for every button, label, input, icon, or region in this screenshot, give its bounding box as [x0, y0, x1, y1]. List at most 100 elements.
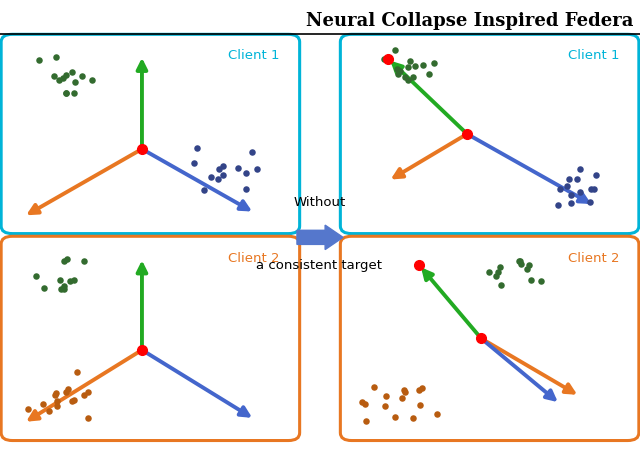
Point: [393, 70, 403, 78]
Point: [400, 388, 410, 396]
Point: [417, 384, 427, 392]
Point: [584, 199, 595, 206]
Point: [83, 388, 93, 395]
Point: [65, 277, 75, 284]
Point: [70, 78, 81, 86]
Point: [189, 159, 199, 167]
Text: Without: Without: [293, 196, 346, 209]
Point: [54, 76, 64, 84]
Point: [214, 165, 224, 172]
Point: [381, 392, 391, 400]
Point: [424, 70, 435, 78]
Point: [61, 71, 71, 78]
Point: [79, 392, 89, 399]
Point: [31, 272, 42, 279]
Point: [524, 261, 534, 269]
Point: [241, 170, 251, 177]
Point: [232, 164, 243, 172]
Point: [418, 61, 428, 68]
Text: Client 2: Client 2: [228, 252, 280, 265]
Point: [67, 68, 77, 76]
Point: [536, 277, 546, 285]
Point: [72, 368, 82, 376]
Point: [59, 282, 69, 290]
Point: [77, 72, 87, 80]
Point: [575, 165, 585, 172]
Point: [493, 268, 503, 276]
Point: [38, 284, 49, 291]
Point: [218, 171, 228, 179]
Point: [586, 186, 596, 193]
Point: [566, 199, 576, 206]
Point: [44, 407, 54, 415]
Text: Neural Collapse Inspired Federa: Neural Collapse Inspired Federa: [306, 12, 634, 30]
Point: [67, 397, 77, 405]
Point: [432, 411, 442, 418]
Point: [401, 73, 411, 81]
Point: [87, 77, 97, 84]
Point: [83, 415, 93, 422]
Text: Client 1: Client 1: [568, 49, 619, 63]
Text: a consistent target: a consistent target: [257, 259, 382, 273]
FancyBboxPatch shape: [340, 236, 639, 440]
Point: [38, 400, 49, 408]
FancyArrow shape: [297, 225, 343, 250]
Point: [360, 417, 371, 425]
Point: [395, 67, 405, 75]
Point: [51, 390, 61, 397]
Point: [589, 185, 599, 192]
Point: [50, 392, 60, 399]
Point: [490, 272, 500, 280]
FancyBboxPatch shape: [340, 34, 639, 234]
Point: [61, 89, 72, 96]
Text: Client 1: Client 1: [228, 49, 280, 63]
Point: [34, 57, 44, 64]
Point: [405, 57, 415, 65]
Point: [522, 265, 532, 273]
Point: [58, 74, 68, 82]
Point: [429, 59, 439, 67]
Point: [68, 276, 79, 284]
Point: [61, 388, 72, 395]
Point: [51, 53, 61, 60]
Point: [564, 175, 574, 182]
Point: [379, 55, 389, 63]
Point: [369, 384, 380, 391]
Point: [205, 173, 216, 181]
Point: [397, 394, 407, 402]
Point: [410, 62, 420, 70]
Point: [403, 76, 413, 83]
Point: [408, 415, 418, 422]
Point: [392, 65, 403, 72]
Point: [61, 90, 71, 97]
Point: [572, 176, 582, 183]
Point: [356, 399, 367, 406]
Point: [68, 397, 79, 404]
Point: [49, 72, 59, 80]
Point: [68, 89, 79, 96]
Point: [360, 400, 370, 408]
Point: [563, 183, 573, 190]
Point: [566, 191, 577, 199]
Point: [484, 268, 494, 276]
Point: [415, 401, 426, 408]
Point: [198, 187, 209, 194]
Point: [56, 286, 67, 293]
Point: [414, 386, 424, 394]
Point: [60, 258, 70, 265]
Point: [553, 201, 563, 209]
Point: [390, 413, 400, 421]
Point: [408, 74, 419, 81]
Point: [380, 402, 390, 409]
Point: [60, 285, 70, 293]
Point: [62, 255, 72, 262]
Point: [496, 281, 506, 289]
Point: [495, 263, 505, 271]
Point: [252, 165, 262, 173]
FancyBboxPatch shape: [1, 34, 300, 234]
Text: Client 2: Client 2: [568, 252, 619, 265]
Point: [52, 397, 62, 405]
Point: [212, 176, 223, 183]
Point: [591, 172, 601, 179]
FancyBboxPatch shape: [1, 236, 300, 440]
